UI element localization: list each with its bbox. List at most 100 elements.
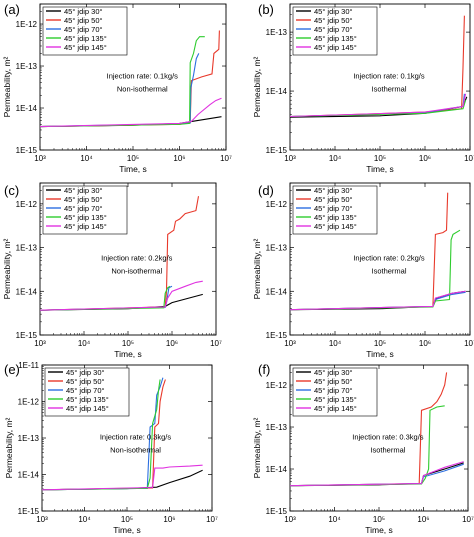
chart-panel: (c) 10³ 10⁴ 10⁵ 10⁶ 10⁷ 1E-15 1E-14 1E-13 1E-12 Ti…	[2, 182, 222, 359]
x-tick-label: 10⁵	[127, 154, 139, 163]
y-tick-label: 1E-15	[266, 146, 288, 155]
y-tick-label: 1E-14	[266, 287, 288, 296]
y-axis-label: Permeability, m²	[4, 417, 14, 478]
legend-label: 45° jdip 145°	[66, 404, 109, 413]
x-tick-label: 10⁴	[329, 339, 342, 348]
annotation-condition: Isothermal	[371, 267, 406, 276]
panel-label: (a)	[4, 2, 20, 17]
y-tick-label: 1E-12	[16, 200, 38, 209]
x-tick-label: 10³	[284, 339, 296, 348]
legend-label: 45° jdip 70°	[314, 204, 353, 213]
chart-panel: (f) 10³ 10⁴ 10⁵ 10⁶ 10⁷ 1E-15 1E-14 1E-13 1E-12 Ti…	[252, 362, 474, 535]
x-tick-label: 10³	[34, 154, 46, 163]
y-tick-label: 1E-13	[16, 244, 38, 253]
series-line	[39, 196, 200, 311]
x-tick-label: 10⁴	[329, 154, 342, 163]
y-tick-label: 1E-13	[266, 423, 288, 432]
x-axis-label: Time, s	[119, 164, 147, 174]
x-tick-label: 10⁵	[374, 339, 386, 348]
y-tick-label: 1E-13	[18, 434, 40, 443]
x-tick-label: 10⁴	[80, 154, 93, 163]
panel-label: (f)	[258, 362, 270, 377]
x-tick-label: 10⁷	[206, 515, 218, 524]
x-tick-label: 10⁵	[122, 339, 134, 348]
y-tick-label: 1E-13	[16, 62, 38, 71]
chart-panel: (d) 10³ 10⁴ 10⁵ 10⁶ 10⁷ 1E-15 1E-14 1E-13 1E-12 Ti…	[252, 182, 474, 359]
y-tick-label: 1E-14	[266, 87, 288, 96]
series-line	[289, 100, 467, 118]
y-tick-label: 1E-15	[266, 331, 288, 340]
x-tick-label: 10⁷	[210, 339, 222, 348]
series-line	[39, 285, 173, 311]
annotation-injection-rate: Injection rate: 0.3kg/s	[352, 432, 424, 441]
series-line	[41, 379, 161, 491]
legend-label: 45° jdip 30°	[314, 186, 353, 195]
y-tick-label: 1E-14	[18, 471, 40, 480]
series-line	[41, 469, 203, 491]
annotation-condition: Isothermal	[370, 445, 405, 454]
x-tick-label: 10⁴	[78, 339, 91, 348]
x-tick-label: 10⁷	[464, 154, 474, 163]
x-tick-label: 10⁶	[417, 515, 429, 524]
x-axis-label: Time, s	[113, 525, 141, 535]
x-tick-label: 10⁷	[220, 154, 232, 163]
series-line	[289, 93, 467, 118]
y-axis-label: Permeability, m²	[252, 417, 262, 478]
legend-label: 45° jdip 30°	[314, 368, 353, 377]
x-tick-label: 10³	[34, 339, 46, 348]
legend-label: 45° jdip 135°	[64, 34, 107, 43]
chart-panel: (e) 10³ 10⁴ 10⁵ 10⁶ 10⁷ 1E-15 1E-14 1E-13 1E-12 1E…	[4, 361, 218, 535]
annotation-condition: Non-isothermal	[111, 267, 162, 276]
legend-label: 45° jdip 70°	[64, 204, 103, 213]
y-axis-label: Permeability, m²	[252, 56, 262, 117]
legend-label: 45° jdip 135°	[314, 395, 357, 404]
legend-label: 45° jdip 70°	[64, 25, 103, 34]
y-tick-label: 1E-14	[16, 287, 38, 296]
legend-label: 45° jdip 145°	[64, 43, 107, 52]
x-tick-label: 10⁶	[419, 154, 431, 163]
series-line	[289, 462, 464, 487]
annotation-injection-rate: Injection rate: 0.3kg/s	[100, 432, 172, 441]
series-line	[289, 290, 466, 311]
legend-label: 45° jdip 50°	[314, 195, 353, 204]
legend-label: 45° jdip 70°	[66, 386, 105, 395]
y-axis-label: Permeability, m²	[2, 56, 12, 117]
panel-label: (b)	[258, 2, 274, 17]
y-tick-label: 1E-12	[266, 200, 288, 209]
legend-label: 45° jdip 50°	[314, 377, 353, 386]
x-tick-label: 10³	[36, 515, 48, 524]
annotation-condition: Non-isothermal	[110, 445, 161, 454]
y-tick-label: 1E-14	[266, 465, 288, 474]
series-line	[39, 280, 203, 311]
x-axis-label: Time, s	[365, 525, 393, 535]
y-tick-label: 1E-15	[266, 507, 288, 516]
x-tick-label: 10⁷	[464, 339, 474, 348]
series-line	[289, 463, 464, 487]
x-axis-label: Time, s	[114, 349, 142, 359]
y-tick-label: 1E-12	[18, 398, 40, 407]
series-line	[41, 464, 203, 491]
y-tick-label: 1E-13	[266, 244, 288, 253]
chart-panel: (a) 10³ 10⁴ 10⁵ 10⁶ 10⁷ 1E-15 1E-14 1E-13 1E-12 Ti…	[2, 2, 232, 174]
annotation-injection-rate: Injection rate: 0.2kg/s	[353, 254, 425, 263]
panel-label: (d)	[258, 183, 274, 198]
legend-label: 45° jdip 50°	[64, 16, 103, 25]
x-tick-label: 10⁶	[173, 154, 185, 163]
legend-label: 45° jdip 70°	[314, 386, 353, 395]
y-tick-label: 1E-12	[16, 20, 38, 29]
annotation-injection-rate: Injection rate: 0.2kg/s	[101, 254, 173, 263]
legend-label: 45° jdip 145°	[314, 404, 357, 413]
x-tick-label: 10³	[284, 515, 296, 524]
legend-label: 45° jdip 30°	[64, 7, 103, 16]
legend-label: 45° jdip 135°	[314, 213, 357, 222]
chart-panel: (b) 10³ 10⁴ 10⁵ 10⁶ 10⁷ 1E-15 1E-14 1E-13 Time, s…	[252, 2, 474, 174]
y-tick-label: 1E-15	[18, 507, 40, 516]
y-tick-label: 1E-12	[266, 381, 288, 390]
annotation-condition: Non-isothermal	[117, 84, 168, 93]
legend-label: 45° jdip 50°	[314, 16, 353, 25]
y-tick-label: 1E-15	[16, 331, 38, 340]
x-tick-label: 10⁶	[166, 339, 178, 348]
legend-label: 45° jdip 145°	[314, 43, 357, 52]
x-tick-label: 10⁵	[374, 154, 386, 163]
x-tick-label: 10⁶	[163, 515, 175, 524]
